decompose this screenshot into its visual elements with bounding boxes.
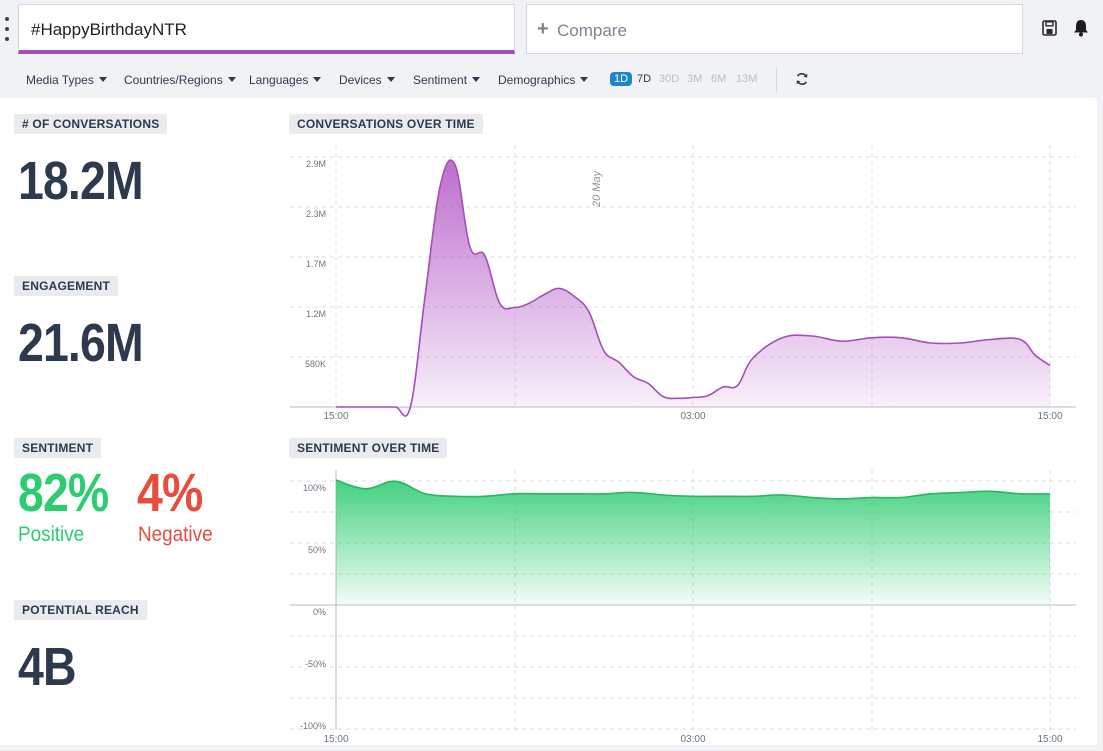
filter-countries-regions[interactable]: Countries/Regions [124,73,236,87]
range-13m[interactable]: 13M [736,73,758,85]
conversations-label: # OF CONVERSATIONS [14,114,168,134]
filter-devices[interactable]: Devices [339,73,395,87]
positive-label: Positive [18,523,85,546]
bell-icon[interactable] [1073,19,1089,37]
range-6m[interactable]: 6M [711,73,727,85]
filter-label: Languages [249,73,309,87]
range-1d[interactable]: 1D [610,72,633,86]
dashboard-panel [0,98,1097,745]
sentiment-label: SENTIMENT [14,438,102,458]
sentiment-chart-title: SENTIMENT OVER TIME [289,438,448,458]
caret-down-icon [472,77,481,82]
filter-media-types[interactable]: Media Types [26,73,107,87]
caret-down-icon [580,77,589,82]
more-menu-icon[interactable] [2,17,12,41]
filter-label: Devices [339,73,382,87]
search-query: #HappyBirthdayNTR [31,20,187,39]
filter-sentiment[interactable]: Sentiment [413,73,481,87]
divider [776,68,777,92]
range-7d[interactable]: 7D [637,73,652,85]
engagement-label: ENGAGEMENT [14,276,119,296]
caret-down-icon [98,77,107,82]
plus-icon: + [537,18,549,40]
conversations-chart-title: CONVERSATIONS OVER TIME [289,114,483,134]
engagement-value: 21.6M [18,313,144,373]
conversations-value: 18.2M [18,151,144,211]
range-3m[interactable]: 3M [687,73,703,85]
filter-label: Media Types [26,73,94,87]
reach-value: 4B [18,637,77,697]
negative-percent: 4% [137,463,203,523]
filter-label: Countries/Regions [124,73,223,87]
search-input[interactable]: #HappyBirthdayNTR [18,4,515,54]
compare-placeholder: Compare [557,21,627,40]
reach-label: POTENTIAL REACH [14,600,147,620]
filter-label: Demographics [498,73,576,87]
caret-down-icon [313,77,322,82]
caret-down-icon [227,77,236,82]
compare-input[interactable]: + Compare [526,4,1023,54]
caret-down-icon [386,77,395,82]
filter-demographics[interactable]: Demographics [498,73,589,87]
positive-percent: 82% [18,463,109,523]
refresh-icon[interactable] [795,72,809,86]
filter-label: Sentiment [413,73,468,87]
filter-languages[interactable]: Languages [249,73,322,87]
range-30d[interactable]: 30D [659,73,680,85]
save-icon[interactable] [1042,20,1057,36]
negative-label: Negative [138,523,213,546]
